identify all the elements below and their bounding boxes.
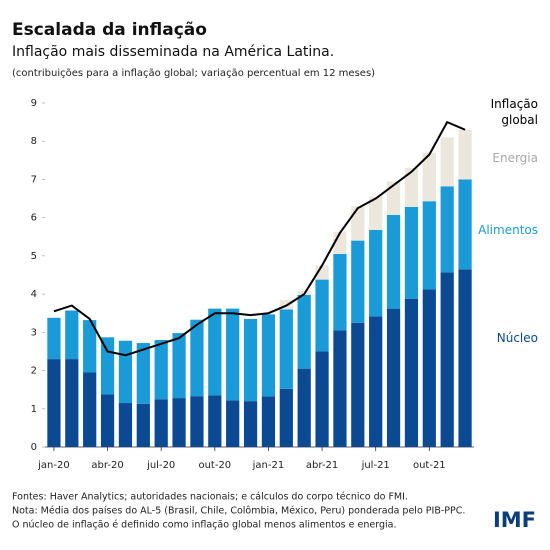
bar-segment bbox=[279, 388, 293, 447]
bar-segment bbox=[351, 240, 365, 323]
y-tick-label: 1 bbox=[31, 404, 37, 415]
bar-segment bbox=[208, 395, 222, 447]
bar-segment bbox=[65, 359, 79, 447]
bar-segment bbox=[333, 253, 347, 331]
bar-segment bbox=[315, 279, 329, 352]
chart-note: (contribuições para a inflação global; v… bbox=[12, 68, 375, 79]
bar-segment bbox=[404, 206, 419, 299]
bar-segment bbox=[118, 403, 133, 447]
bar-segment bbox=[351, 322, 365, 447]
bar-segment bbox=[226, 308, 240, 401]
bar-segment bbox=[154, 399, 168, 447]
x-tick-label: jan-20 bbox=[37, 460, 70, 471]
bar-segment bbox=[404, 167, 419, 207]
y-tick-label: 6 bbox=[31, 213, 37, 224]
bar-segment bbox=[172, 333, 186, 399]
bar-segment bbox=[369, 316, 383, 447]
bar-segment bbox=[136, 343, 150, 404]
bar-segment bbox=[118, 340, 133, 404]
bar-segment bbox=[47, 317, 61, 360]
logo: IMF bbox=[493, 508, 536, 532]
chart-title: Escalada da inflação bbox=[12, 20, 207, 40]
bar-segment bbox=[386, 181, 401, 215]
bar-segment bbox=[100, 337, 115, 395]
bar-segment bbox=[208, 308, 222, 396]
bar-segment bbox=[190, 319, 204, 397]
x-tick-label: out-20 bbox=[198, 460, 231, 471]
y-tick-label: 2 bbox=[31, 366, 37, 377]
y-tick-label: 8 bbox=[31, 136, 37, 147]
line bbox=[53, 120, 466, 357]
bar-segment bbox=[440, 186, 454, 273]
bar-segment bbox=[172, 398, 186, 447]
bar-segment bbox=[369, 196, 383, 230]
bar-segment bbox=[154, 339, 168, 400]
bar-segment bbox=[190, 396, 204, 447]
bar-segment bbox=[440, 272, 454, 447]
legend-label: Núcleo bbox=[496, 331, 538, 345]
bar-segment bbox=[47, 359, 61, 447]
legend-label: Energia bbox=[492, 151, 538, 165]
bar-segment bbox=[297, 294, 311, 369]
legend-label: Alimentos bbox=[478, 223, 538, 237]
bar-segment bbox=[83, 320, 97, 373]
footnote: Fontes: Haver Analytics; autoridades nac… bbox=[12, 492, 408, 503]
bar-segment bbox=[333, 330, 347, 447]
bar-segment bbox=[279, 309, 293, 389]
bar-segment bbox=[422, 201, 436, 290]
bar-segment bbox=[261, 314, 276, 397]
bar-segment bbox=[83, 372, 97, 447]
bar-segment bbox=[243, 318, 258, 402]
x-tick-label: abr-21 bbox=[306, 460, 338, 471]
bar-segment bbox=[458, 179, 472, 270]
bar-segment bbox=[458, 269, 472, 447]
bar-segment bbox=[100, 394, 115, 447]
bar-segment bbox=[386, 308, 401, 447]
x-tick-label: jul-21 bbox=[361, 460, 390, 471]
y-tick-label: 5 bbox=[31, 251, 37, 262]
bar-segment bbox=[136, 403, 150, 447]
y-tick-label: 4 bbox=[31, 289, 37, 300]
footnote: Nota: Média dos países do AL-5 (Brasil, … bbox=[12, 506, 465, 517]
y-tick-label: 7 bbox=[31, 174, 37, 185]
y-tick-label: 3 bbox=[31, 327, 37, 338]
x-tick-label: out-21 bbox=[413, 460, 446, 471]
bar-segment bbox=[297, 368, 311, 447]
bar-segment bbox=[261, 396, 276, 447]
bar-segment bbox=[440, 137, 454, 187]
y-tick-label: 0 bbox=[31, 442, 37, 453]
footnote: O núcleo de inflação é definido como inf… bbox=[12, 520, 396, 531]
bar-segment bbox=[386, 214, 401, 309]
bar-segment bbox=[65, 310, 79, 360]
bar-segment bbox=[226, 400, 240, 447]
bar-segment bbox=[369, 229, 383, 317]
y-tick-label: 9 bbox=[31, 98, 37, 109]
bar-segment bbox=[404, 298, 419, 447]
bar-segment bbox=[243, 401, 258, 447]
x-tick-label: jan-21 bbox=[252, 460, 285, 471]
x-tick-label: abr-20 bbox=[91, 460, 123, 471]
bar-segment bbox=[315, 351, 329, 447]
bar-segment bbox=[458, 129, 472, 180]
bar-segment bbox=[422, 289, 436, 447]
bar-segment bbox=[351, 206, 365, 241]
x-tick-label: jul-20 bbox=[146, 460, 175, 471]
bar-segment bbox=[422, 152, 436, 202]
chart-subtitle: Inflação mais disseminada na América Lat… bbox=[12, 44, 334, 60]
legend-label: Inflação global bbox=[490, 97, 538, 127]
